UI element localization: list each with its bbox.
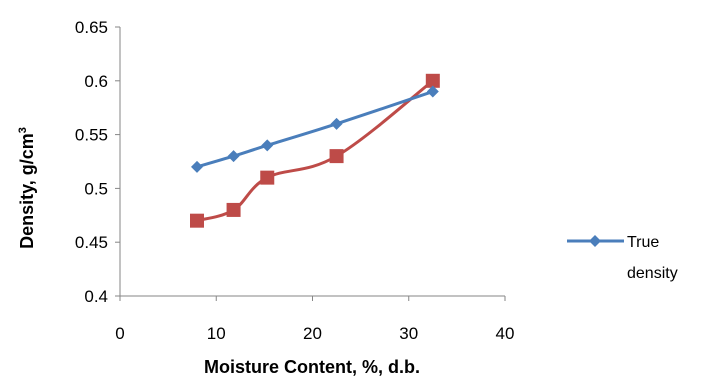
- series-layer: [190, 73, 440, 228]
- x-tick-labels: 0 10 20 30 40: [115, 324, 514, 343]
- series-1-point: [227, 150, 240, 163]
- series-1-point: [261, 139, 274, 152]
- legend-label: density: [627, 265, 678, 282]
- y-tick-label: 0.6: [84, 72, 108, 91]
- series-2-point: [329, 149, 344, 164]
- y-tick-label: 0.45: [75, 233, 108, 252]
- series-2-point: [425, 73, 440, 88]
- y-axis-title-superscript: 3: [17, 127, 29, 133]
- x-tick-label: 40: [496, 324, 515, 343]
- series-2-line: [196, 79, 434, 223]
- y-axis-title-group: Density, g/cm3: [17, 127, 37, 249]
- x-tick-label: 10: [207, 324, 226, 343]
- legend: True density: [567, 234, 678, 282]
- y-tick-labels: 0.4 0.45 0.5 0.55 0.6 0.65: [75, 18, 108, 306]
- series-2-point: [190, 213, 204, 228]
- series-1-line: [196, 90, 434, 169]
- y-tick-label: 0.5: [84, 179, 108, 198]
- series-1-point: [426, 85, 439, 98]
- series-2-point: [226, 202, 241, 217]
- y-axis-title: Density, g/cm3: [17, 127, 37, 249]
- series-2: [190, 73, 440, 228]
- legend-label: True: [627, 234, 659, 251]
- series-1-point: [191, 160, 203, 173]
- y-tick-label: 0.4: [84, 287, 108, 306]
- x-tick-label: 30: [399, 324, 418, 343]
- x-tick-label: 20: [303, 324, 322, 343]
- axes: [115, 26, 506, 301]
- y-axis-title-main: Density, g/cm: [17, 133, 37, 249]
- series-2-point: [260, 170, 275, 185]
- series-1: [191, 85, 439, 173]
- y-tick-label: 0.55: [75, 126, 108, 145]
- x-axis-title: Moisture Content, %, d.b.: [204, 357, 420, 377]
- y-tick-label: 0.65: [75, 18, 108, 37]
- x-tick-label: 0: [115, 324, 124, 343]
- legend-marker: [589, 235, 601, 247]
- series-1-point: [330, 117, 343, 130]
